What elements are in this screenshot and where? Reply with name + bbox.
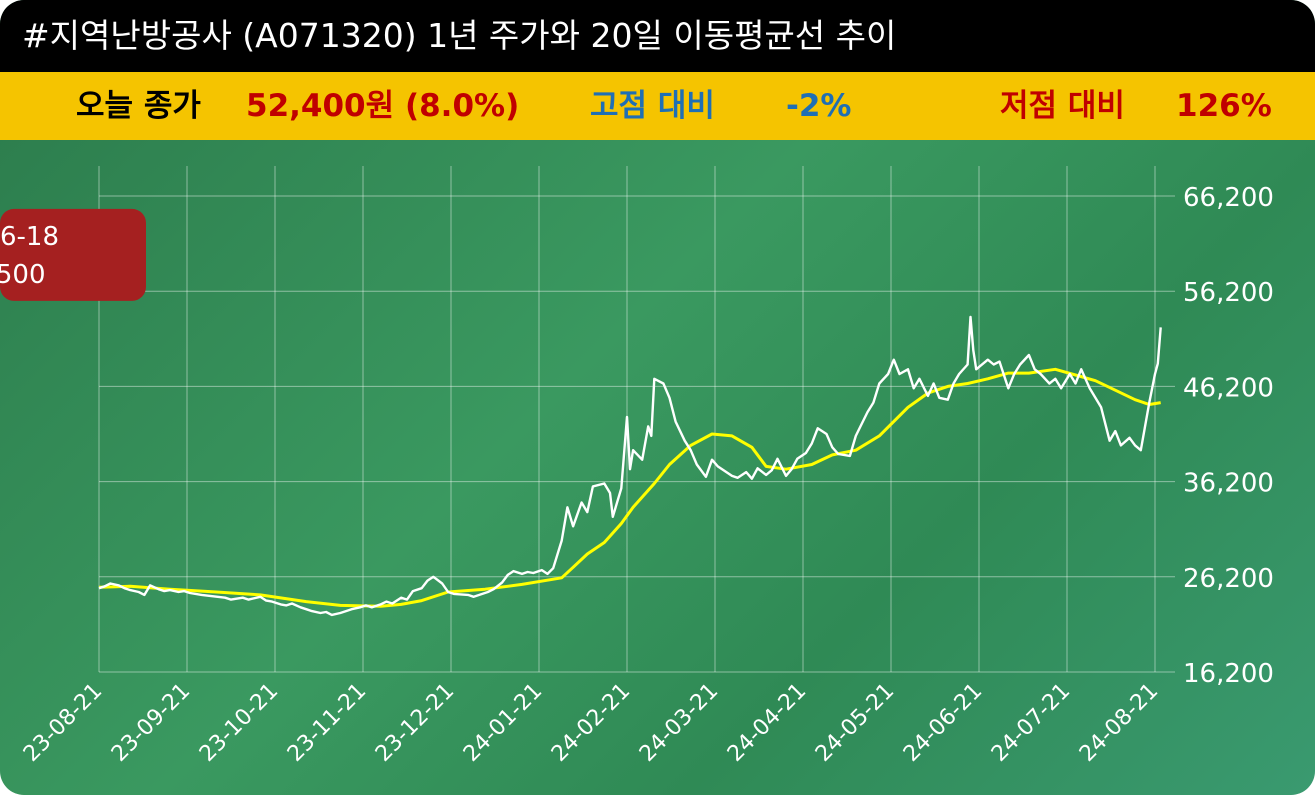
peak-callout: 24-06-18 53,500 (0, 208, 146, 301)
peak-callout-date: 24-06-18 (0, 222, 59, 252)
x-tick-label: 24-05-21 (811, 679, 899, 767)
x-tick-label: 23-08-21 (19, 679, 107, 767)
vs-high-value: -2% (786, 88, 852, 124)
x-tick-label: 24-08-21 (1075, 679, 1163, 767)
ma20-line (98, 367, 1161, 608)
vs-high-label: 고점 대비 (590, 88, 715, 124)
x-tick-label: 24-04-21 (723, 679, 811, 767)
today-close-value: 52,400원 (8.0%) (246, 88, 520, 124)
price-line (98, 315, 1162, 617)
x-tick-label: 23-11-21 (283, 679, 371, 767)
x-tick-label: 23-09-21 (107, 679, 195, 767)
x-tick-label: 24-03-21 (635, 679, 723, 767)
stock-line-chart: 66,200 56,200 46,200 36,200 26,200 16,200 23-… (0, 166, 1274, 767)
x-tick-label: 23-12-21 (371, 679, 459, 767)
y-tick-label: 36,200 (1183, 469, 1274, 499)
y-tick-label: 56,200 (1183, 278, 1274, 308)
y-tick-label: 66,200 (1183, 183, 1274, 213)
x-tick-label: 24-07-21 (987, 679, 1075, 767)
y-axis-ticks: 66,200 56,200 46,200 36,200 26,200 16,200 (1183, 183, 1274, 689)
summary-bar: 오늘 종가 52,400원 (8.0%) 고점 대비 -2% 저점 대비 126… (0, 72, 1315, 140)
vs-low-label: 저점 대비 (1000, 88, 1125, 124)
peak-callout-value: 53,500 (0, 260, 45, 290)
x-axis-ticks: 23-08-21 23-09-21 23-10-21 23-11-21 23-12-21… (19, 679, 1163, 767)
x-tick-label: 24-01-21 (459, 679, 547, 767)
chart-title: #지역난방공사 (A071320) 1년 주가와 20일 이동평균선 추이 (0, 0, 1315, 72)
today-close-label: 오늘 종가 (76, 88, 201, 124)
x-tick-label: 23-10-21 (195, 679, 283, 767)
x-tick-label: 24-02-21 (547, 679, 635, 767)
vs-low-value: 126% (1176, 88, 1272, 124)
y-tick-label: 16,200 (1183, 659, 1274, 689)
y-tick-label: 46,200 (1183, 373, 1274, 403)
peak-callout-box (0, 208, 146, 301)
y-tick-label: 26,200 (1183, 564, 1274, 594)
x-tick-label: 24-06-21 (899, 679, 987, 767)
